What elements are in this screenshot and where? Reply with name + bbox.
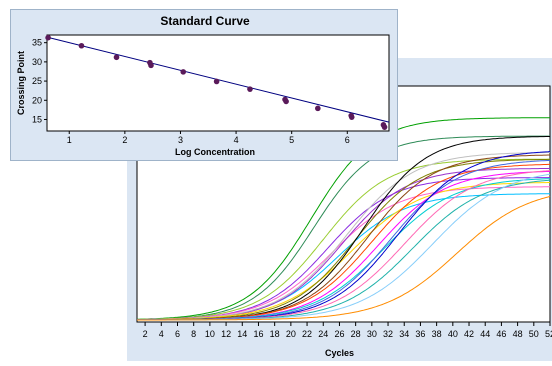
amp-xtick-label: 34 (399, 329, 409, 339)
std-xtick-label: 1 (67, 135, 72, 145)
amp-curve-3 (137, 158, 551, 320)
std-xtick-label: 2 (122, 135, 127, 145)
std-xtick-label: 6 (345, 135, 350, 145)
amp-xtick-label: 42 (464, 329, 474, 339)
amp-xtick-label: 40 (448, 329, 458, 339)
amp-xtick-label: 44 (480, 329, 490, 339)
std-xlabel: Log Concentration (175, 147, 255, 157)
std-title: Standard Curve (160, 14, 250, 28)
std-xtick-label: 4 (234, 135, 239, 145)
std-data-point (381, 124, 388, 130)
amp-curve-2 (137, 135, 550, 320)
std-xtick-label: 3 (178, 135, 183, 145)
amp-xtick-label: 18 (270, 329, 280, 339)
amp-xtick-label: 30 (367, 329, 377, 339)
standard-curve-chart: 15 20 25 30 35 1 2 3 4 5 6 Crossing Point (16, 34, 390, 145)
std-data-point (348, 114, 355, 120)
amp-xtick-label: 20 (286, 329, 296, 339)
amp-xtick-label: 48 (513, 329, 523, 339)
std-data-point (283, 98, 289, 105)
amp-curve-21 (137, 195, 551, 321)
amp-xtick-label: 16 (253, 329, 263, 339)
amp-xtick-label: 32 (383, 329, 393, 339)
std-data-point (45, 34, 51, 41)
amp-xtick-label: 46 (496, 329, 506, 339)
amp-xtick-label: 38 (432, 329, 442, 339)
standard-curve-panel: Standard Curve 15 20 25 30 35 1 2 3 4 5 6 Crossing … (10, 9, 398, 161)
std-data-point (180, 69, 187, 75)
amp-xlabel: Cycles (324, 348, 355, 358)
amp-xtick-label: 28 (351, 329, 361, 339)
amp-xtick-label: 22 (302, 329, 312, 339)
amp-xtick-label: 26 (334, 329, 344, 339)
std-ytick-label: 35 (32, 38, 42, 48)
std-ylabel: Crossing Point (16, 51, 26, 115)
std-data-point (78, 42, 85, 49)
amp-xtick-label: 12 (221, 329, 231, 339)
std-ytick-label: 15 (32, 114, 42, 124)
amp-xtick-label: 36 (415, 329, 425, 339)
amp-xtick-label: 6 (175, 329, 180, 339)
amp-xtick-label: 24 (318, 329, 328, 339)
std-data-point (247, 86, 253, 92)
std-data-point (148, 62, 154, 69)
std-data-point (213, 78, 220, 85)
amp-xtick-label: 10 (205, 329, 215, 339)
amp-xtick-label: 2 (143, 329, 148, 339)
std-ytick-label: 25 (32, 76, 42, 86)
amp-xtick-label: 50 (529, 329, 539, 339)
std-data-point (315, 105, 321, 112)
std-xtick-label: 5 (289, 135, 294, 145)
std-ytick-label: 20 (32, 95, 42, 105)
amp-xtick-label: 8 (191, 329, 196, 339)
amp-curve-5 (137, 186, 550, 321)
std-ytick-label: 30 (32, 57, 42, 67)
amp-curve-1 (137, 117, 550, 320)
std-data-point (113, 54, 120, 61)
amp-xtick-label: 4 (159, 329, 164, 339)
amp-xtick-label: 14 (237, 329, 247, 339)
amp-xtick-label: 52 (545, 329, 552, 339)
